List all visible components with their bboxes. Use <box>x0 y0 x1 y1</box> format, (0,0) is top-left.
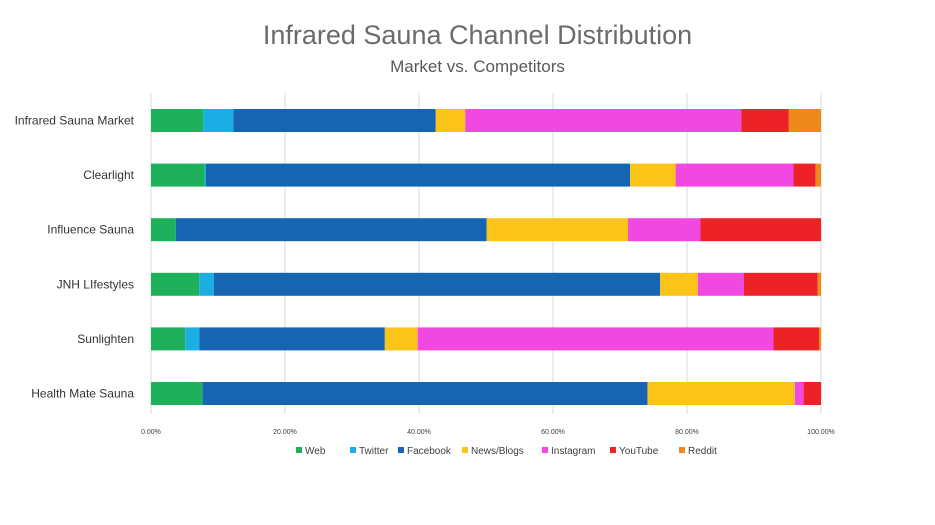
legend-label: Instagram <box>551 446 595 457</box>
category-label: Health Mate Sauna <box>31 387 134 401</box>
legend: Web Twitter Facebook News/Blogs Instagram You… <box>296 446 717 457</box>
x-tick-label: 40.00% <box>407 429 431 436</box>
bar-segment <box>205 163 631 187</box>
gridlines <box>150 93 822 414</box>
bar-segment <box>743 272 818 296</box>
bar-segment <box>788 109 821 132</box>
bar-segment <box>741 109 789 132</box>
legend-label: Facebook <box>407 446 452 457</box>
legend-label: News/Blogs <box>471 446 524 457</box>
bar-segment <box>151 272 200 296</box>
legend-swatch <box>296 447 302 453</box>
x-axis-ticks: 0.00% 20.00% 40.00% 60.00% 80.00% 100.00% <box>141 429 835 436</box>
bar-segment <box>793 163 816 187</box>
bar-segment <box>815 163 821 187</box>
bar-segment <box>175 218 487 242</box>
category-labels: Infrared Sauna Market Clearlight Influence… <box>15 114 135 401</box>
x-tick-label: 100.00% <box>807 429 835 436</box>
bar-segment <box>151 327 186 351</box>
bar-segment <box>204 163 206 187</box>
bar-segment <box>486 218 629 242</box>
chart-title: Infrared Sauna Channel Distribution <box>262 20 693 50</box>
bar-segment <box>203 109 234 132</box>
bar-segment <box>417 327 774 351</box>
bar-segment <box>384 327 418 351</box>
bar-segment <box>465 109 742 132</box>
x-tick-label: 80.00% <box>675 429 699 436</box>
legend-label: Web <box>305 446 326 457</box>
x-tick-label: 0.00% <box>141 429 161 436</box>
bar-segment <box>700 218 821 242</box>
bar-segment <box>803 382 821 405</box>
bar-segment <box>675 163 794 187</box>
category-label: Sunlighten <box>77 332 134 346</box>
bar-segment <box>199 272 214 296</box>
bar-segment <box>202 382 648 405</box>
bar-segment <box>151 163 205 187</box>
category-label: Infrared Sauna Market <box>15 114 135 128</box>
bar-segment <box>817 272 821 296</box>
bar-segment <box>628 218 701 242</box>
legend-swatch <box>542 447 548 453</box>
bar-segment <box>630 163 676 187</box>
bar-segment <box>794 382 804 405</box>
legend-label: Reddit <box>688 446 717 457</box>
bar-segment <box>773 327 819 351</box>
legend-swatch <box>462 447 468 453</box>
legend-label: Twitter <box>359 446 389 457</box>
category-label: JNH LIfestyles <box>57 277 134 291</box>
legend-swatch <box>679 447 685 453</box>
bar-segment <box>818 327 821 351</box>
bar-segment <box>647 382 795 405</box>
bars <box>151 109 821 405</box>
chart-subtitle: Market vs. Competitors <box>390 57 565 76</box>
bar-segment <box>213 272 661 296</box>
bar-segment <box>199 327 385 351</box>
bar-segment <box>151 109 204 132</box>
bar-segment <box>697 272 744 296</box>
category-label: Influence Sauna <box>47 223 134 237</box>
bar-segment <box>185 327 200 351</box>
bar-segment <box>660 272 698 296</box>
x-tick-label: 60.00% <box>541 429 565 436</box>
legend-swatch <box>350 447 356 453</box>
bar-segment <box>233 109 436 132</box>
legend-label: YouTube <box>619 446 659 457</box>
bar-segment <box>151 218 176 242</box>
legend-swatch <box>610 447 616 453</box>
bar-segment <box>151 382 203 405</box>
bar-segment <box>435 109 466 132</box>
x-tick-label: 20.00% <box>273 429 297 436</box>
legend-swatch <box>398 447 404 453</box>
category-label: Clearlight <box>83 168 134 182</box>
